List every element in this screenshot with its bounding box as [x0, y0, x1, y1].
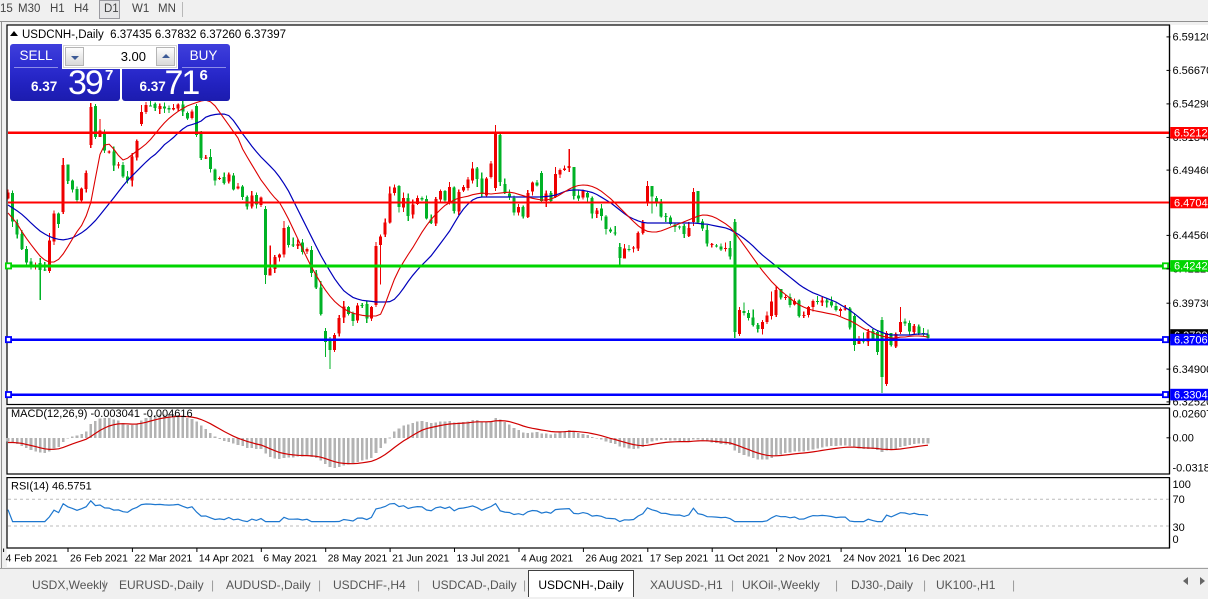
- svg-text:0.02607: 0.02607: [1173, 408, 1208, 420]
- svg-text:16 Dec 2021: 16 Dec 2021: [908, 554, 967, 565]
- svg-text:4 Feb 2021: 4 Feb 2021: [6, 554, 58, 565]
- svg-text:6.33041: 6.33041: [1174, 389, 1208, 401]
- svg-text:6.44560: 6.44560: [1173, 230, 1208, 242]
- svg-text:6.47044: 6.47044: [1174, 197, 1208, 209]
- svg-text:14 Apr 2021: 14 Apr 2021: [199, 554, 255, 565]
- svg-text:4 Aug 2021: 4 Aug 2021: [521, 554, 573, 565]
- svg-text:13 Jul 2021: 13 Jul 2021: [457, 554, 511, 565]
- svg-text:100: 100: [1173, 479, 1191, 491]
- svg-text:24 Nov 2021: 24 Nov 2021: [843, 554, 902, 565]
- svg-text:RSI(14) 46.5751: RSI(14) 46.5751: [11, 481, 92, 493]
- svg-text:22 Mar 2021: 22 Mar 2021: [134, 554, 192, 565]
- svg-text:11 Oct 2021: 11 Oct 2021: [714, 554, 770, 565]
- svg-text:2 Nov 2021: 2 Nov 2021: [779, 554, 832, 565]
- svg-text:70: 70: [1173, 494, 1185, 506]
- svg-text:17 Sep 2021: 17 Sep 2021: [650, 554, 709, 565]
- svg-text:6 May 2021: 6 May 2021: [263, 554, 317, 565]
- svg-text:0: 0: [1173, 534, 1179, 546]
- svg-text:6.54290: 6.54290: [1173, 99, 1208, 111]
- svg-text:6.34900: 6.34900: [1173, 364, 1208, 376]
- svg-text:0.00: 0.00: [1173, 433, 1194, 445]
- svg-text:26 Aug 2021: 26 Aug 2021: [585, 554, 643, 565]
- svg-text:28 May 2021: 28 May 2021: [328, 554, 388, 565]
- svg-text:MACD(12,26,9) -0.003041 -0.004: MACD(12,26,9) -0.003041 -0.004616: [11, 408, 193, 420]
- svg-text:-0.03187: -0.03187: [1173, 462, 1208, 474]
- svg-text:6.39730: 6.39730: [1173, 298, 1208, 310]
- svg-text:30: 30: [1173, 522, 1185, 534]
- svg-text:6.56670: 6.56670: [1173, 65, 1208, 77]
- svg-text:26 Feb 2021: 26 Feb 2021: [70, 554, 128, 565]
- svg-text:6.37063: 6.37063: [1174, 334, 1208, 346]
- svg-text:21 Jun 2021: 21 Jun 2021: [392, 554, 449, 565]
- svg-text:6.42424: 6.42424: [1174, 261, 1208, 273]
- svg-text:6.49460: 6.49460: [1173, 165, 1208, 177]
- svg-text:6.59120: 6.59120: [1173, 32, 1208, 44]
